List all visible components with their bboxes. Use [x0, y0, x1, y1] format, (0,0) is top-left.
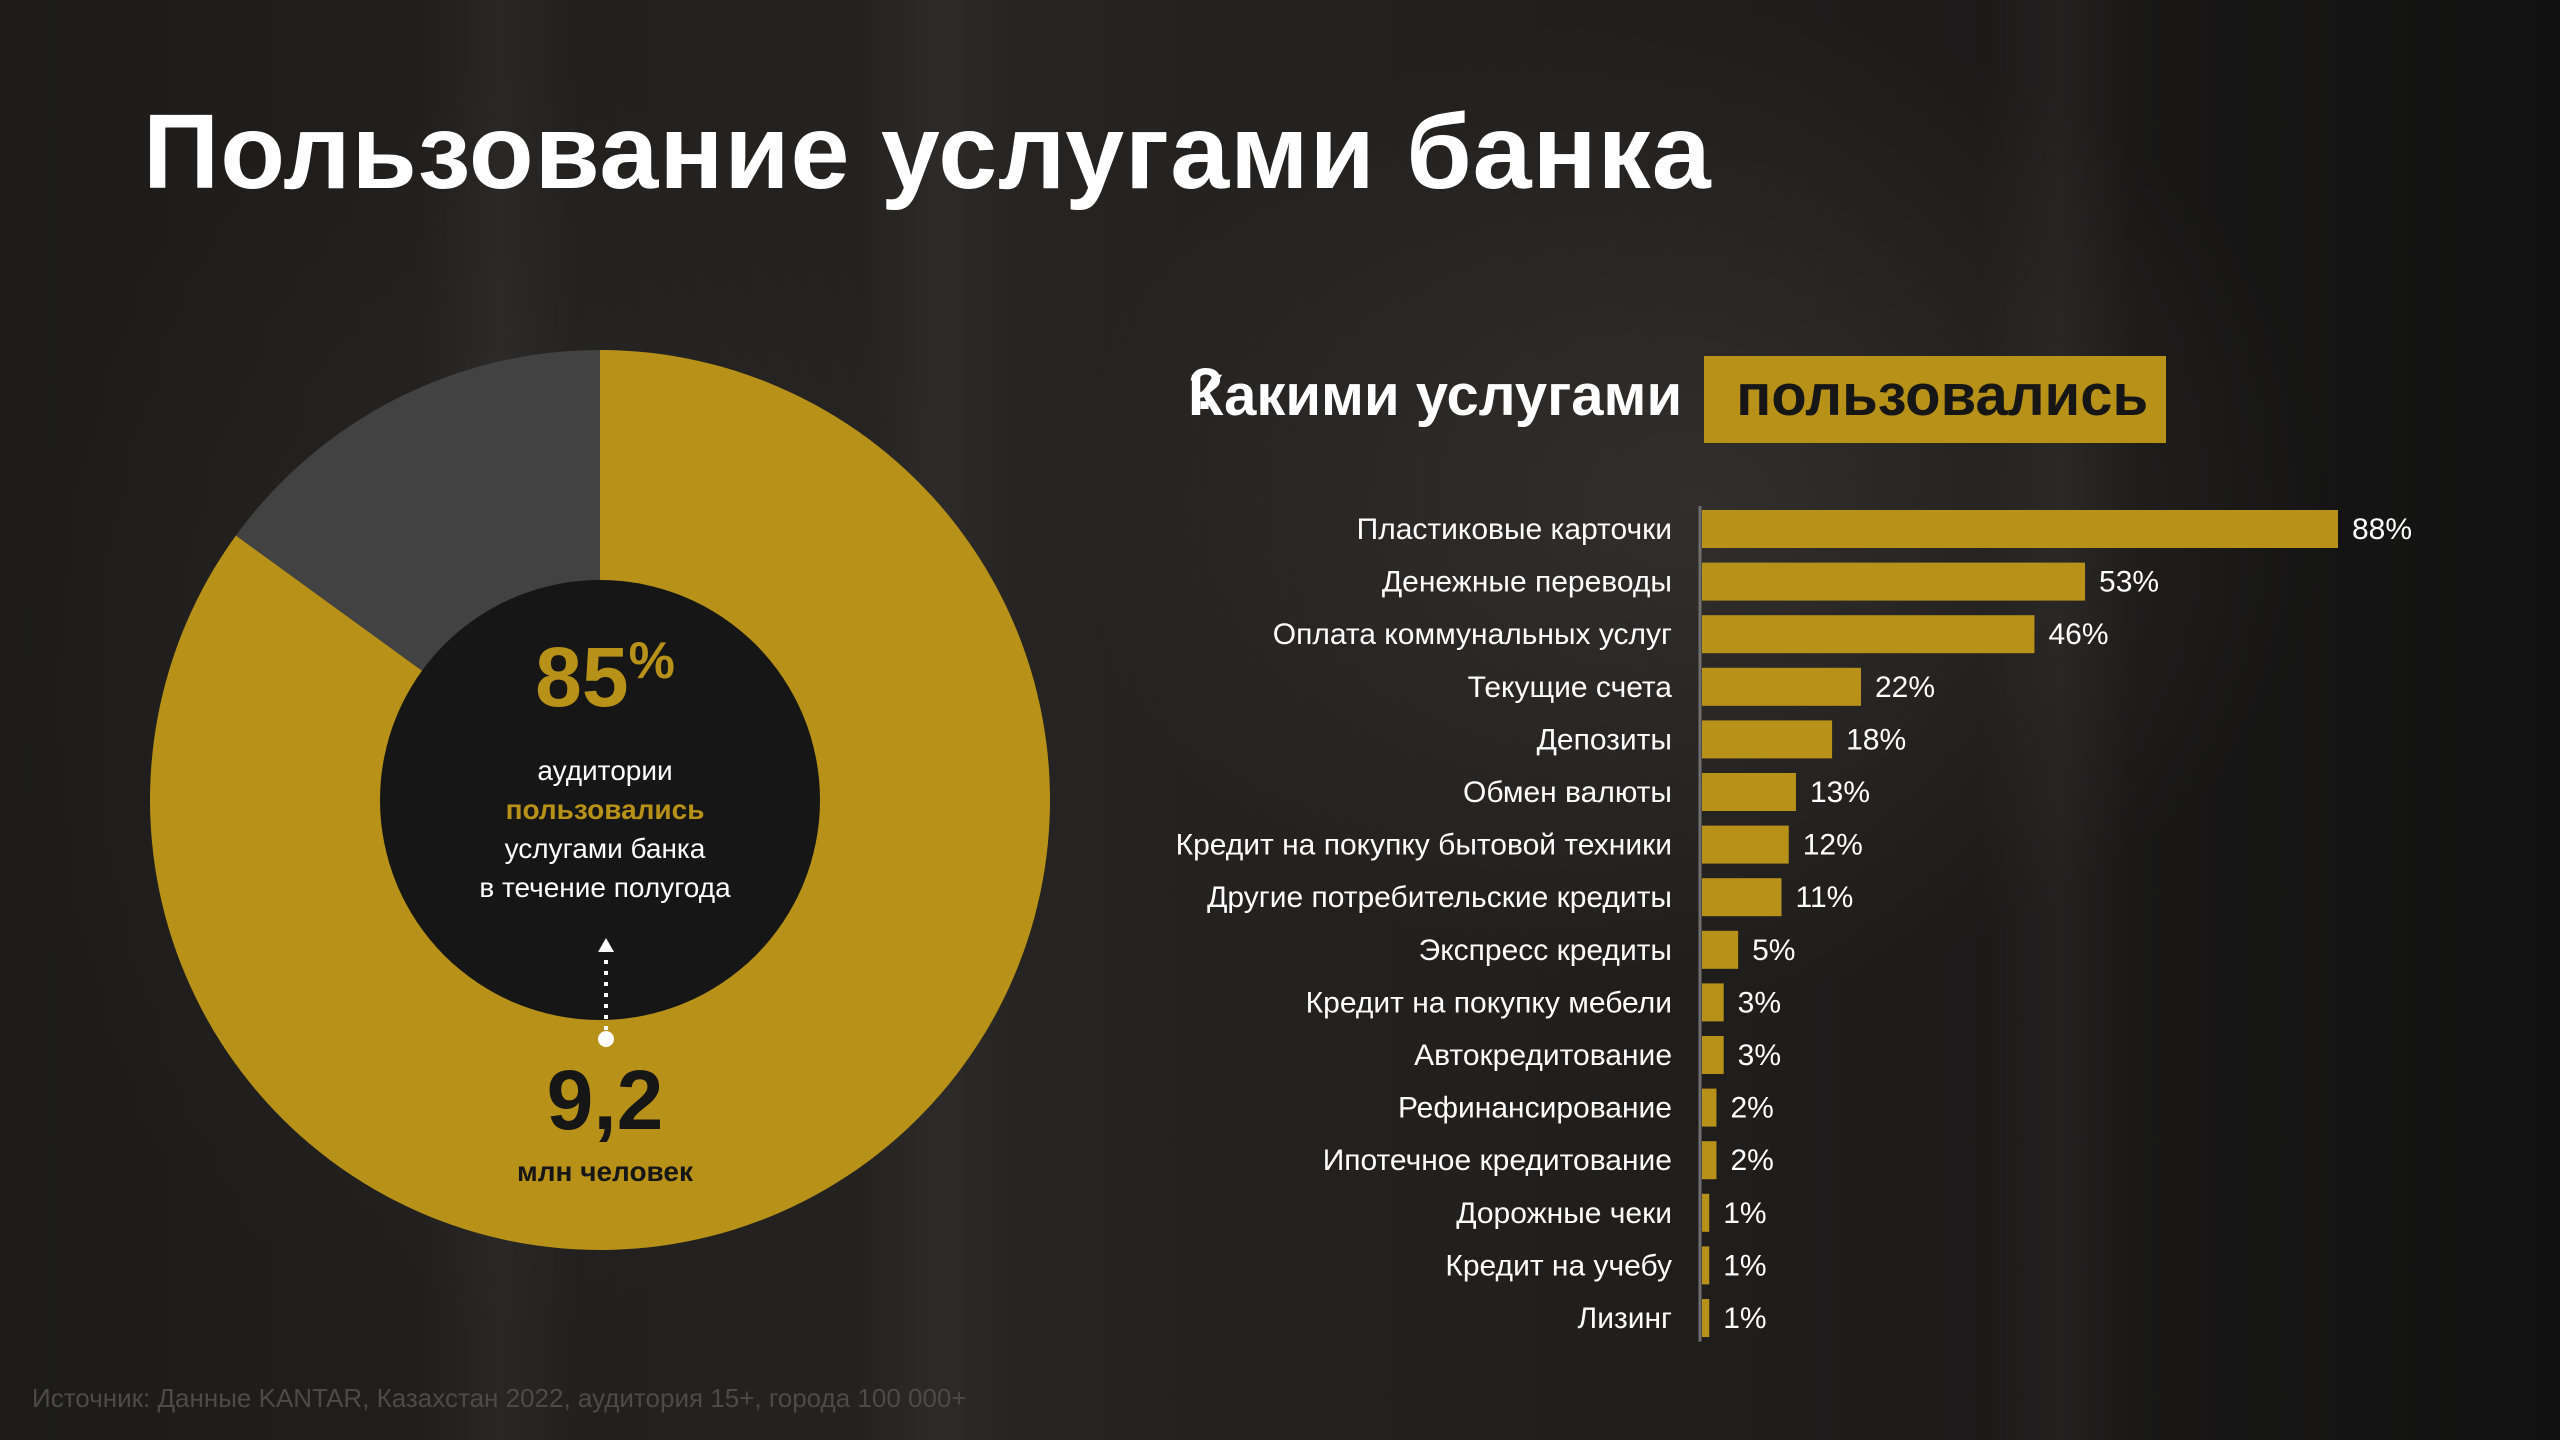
bar-category-label: Кредит на покупку бытовой техники: [1176, 829, 1672, 862]
donut-caption-line: аудитории: [537, 755, 673, 786]
bar-category-label: Экспресс кредиты: [1419, 934, 1672, 967]
bar: [1702, 1193, 1710, 1232]
bar: [1702, 562, 2086, 601]
chart-subtitle: Какими услугами пользовались: [1188, 356, 2167, 446]
bar: [1702, 773, 1796, 811]
bar: [1702, 667, 1861, 706]
bar-value-label: 5%: [1752, 934, 1795, 967]
bar: [1702, 510, 2338, 548]
donut-hole: [380, 580, 820, 1020]
bar-category-label: Денежные переводы: [1382, 566, 1672, 599]
bar-value-label: 88%: [2352, 513, 2412, 546]
donut-percent-value: 85: [535, 630, 629, 724]
bar: [1702, 878, 1782, 917]
bar: [1702, 720, 1833, 759]
bar-category-label: Депозиты: [1537, 723, 1672, 756]
donut-percent: 85%: [400, 635, 810, 719]
subtitle-question: ?: [1188, 357, 1224, 422]
bar: [1702, 1036, 1724, 1074]
bar-value-label: 12%: [1803, 829, 1863, 862]
bar-category-label: Текущие счета: [1468, 671, 1673, 704]
dotted-arrow-icon: [598, 938, 614, 1047]
bar: [1702, 825, 1789, 864]
bar: [1702, 983, 1724, 1022]
bar-value-label: 13%: [1810, 776, 1870, 809]
donut-caption-line: услугами банка: [504, 833, 706, 864]
bar-value-label: 2%: [1730, 1092, 1773, 1125]
bar-category-label: Кредит на покупку мебели: [1306, 986, 1672, 1019]
bar-category-label: Дорожные чеки: [1456, 1197, 1672, 1230]
bar: [1702, 1299, 1710, 1337]
donut-caption-highlight: пользовались: [505, 794, 705, 825]
bar-category-label: Автокредитование: [1414, 1039, 1672, 1072]
bar: [1702, 930, 1739, 969]
bar: [1702, 1088, 1717, 1127]
bar: [1702, 615, 2035, 654]
donut-percent-sign: %: [628, 632, 675, 690]
bar-category-label: Кредит на учебу: [1445, 1249, 1672, 1282]
bar-category-label: Рефинансирование: [1398, 1092, 1672, 1125]
bar-value-label: 46%: [2048, 618, 2108, 651]
background-column: [1980, 0, 2140, 1440]
bar-value-label: 2%: [1730, 1144, 1773, 1177]
source-note: Источник: Данные KANTAR, Казахстан 2022,…: [32, 1383, 967, 1413]
bar-value-label: 53%: [2099, 566, 2159, 599]
donut-center: 85% аудитории пользовались услугами банк…: [400, 635, 810, 907]
bar-value-label: 1%: [1723, 1302, 1766, 1335]
audience-count: 9,2: [546, 1053, 664, 1147]
page-title: Пользование услугами банка: [143, 93, 1712, 211]
bar-value-label: 1%: [1723, 1197, 1766, 1230]
bar: [1702, 1141, 1717, 1180]
subtitle-highlight: пользовались: [1704, 356, 2167, 443]
donut-caption-line: в течение полугода: [479, 872, 731, 903]
donut-svg: [150, 350, 1051, 1250]
bar: [1702, 1246, 1710, 1285]
bar-value-label: 18%: [1846, 723, 1906, 756]
audience-unit: млн человек: [517, 1156, 693, 1187]
bar-category-label: Оплата коммунальных услуг: [1273, 618, 1672, 651]
bar-value-label: 22%: [1875, 671, 1935, 704]
bar-value-label: 3%: [1738, 1039, 1781, 1072]
bar-category-label: Обмен валюты: [1463, 776, 1672, 809]
donut-bottom-figure: 9,2 млн человек: [405, 1058, 805, 1188]
bar-category-label: Лизинг: [1578, 1302, 1673, 1335]
bar-value-label: 1%: [1723, 1249, 1766, 1282]
bar-category-label: Пластиковые карточки: [1357, 513, 1672, 546]
bar-value-label: 11%: [1796, 881, 1854, 914]
donut-chart: [140, 340, 1060, 1260]
bar-category-label: Другие потребительские кредиты: [1207, 881, 1672, 914]
subtitle-plain: Какими услугами: [1188, 363, 1683, 428]
bar-category-label: Ипотечное кредитование: [1323, 1144, 1672, 1177]
bar-value-label: 3%: [1738, 986, 1781, 1019]
